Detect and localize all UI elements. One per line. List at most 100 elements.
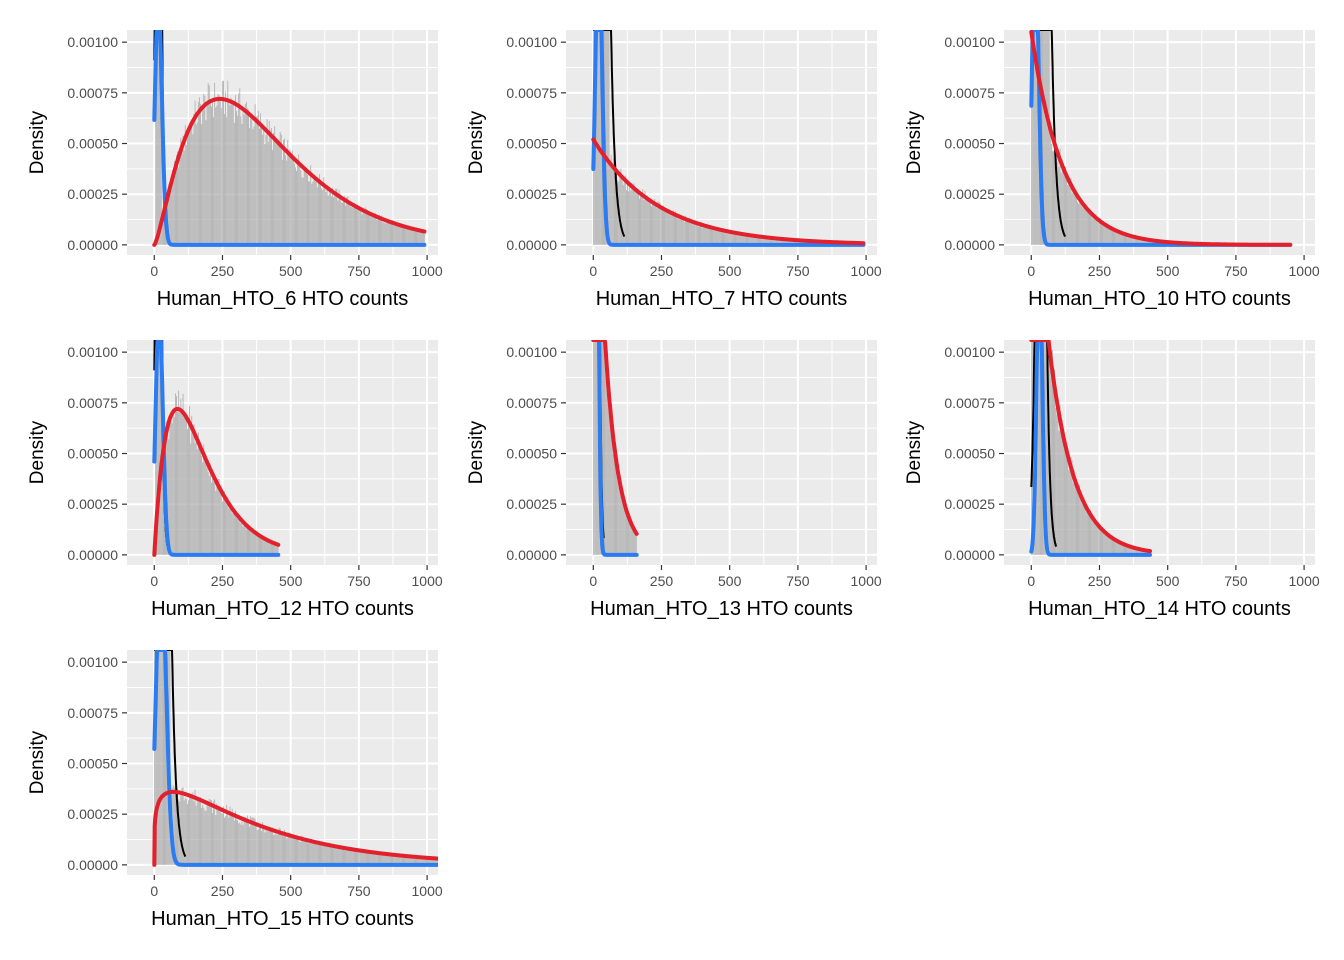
histogram-bar [336,845,338,865]
histogram-bar [171,180,173,245]
histogram-bar [353,850,355,865]
histogram-bar [283,139,284,245]
histogram-bar [279,131,281,245]
histogram-bar [325,191,327,245]
x-tick-label: 0 [150,573,158,589]
histogram-bar [295,167,296,245]
histogram-bar [317,182,319,245]
histogram-bar [415,856,416,865]
histogram-bar [220,484,222,555]
histogram-bar [173,787,175,865]
histogram-bar [290,153,292,245]
histogram-bar [240,824,242,865]
histogram-bar [388,855,390,865]
histogram-bar [194,789,196,865]
histogram-bar [204,452,206,555]
histogram-bar [650,201,651,245]
x-tick-label: 0 [1027,573,1035,589]
histogram-bar [1049,130,1051,245]
histogram-bar [1150,240,1152,245]
histogram-bar [217,805,219,865]
histogram-bar [201,124,202,245]
histogram-bar [250,117,252,245]
histogram-bar [268,120,270,245]
histogram-bar [1100,529,1101,555]
histogram-bar [617,180,619,245]
histogram-bar [247,108,248,245]
histogram-bar [175,782,176,865]
histogram-bar [397,222,399,245]
histogram-bar [718,229,720,245]
histogram-bar [620,483,622,555]
histogram-bar [1101,220,1102,245]
histogram-bar [1092,218,1094,245]
histogram-bar [1132,546,1134,555]
histogram-bar [433,857,435,865]
histogram-bar [303,167,305,245]
histogram-bar [203,93,205,245]
histogram-bar [245,820,247,865]
histogram-bar [640,193,641,245]
negative-fit-curve [591,340,639,557]
histogram-bar [240,116,242,245]
histogram-bar [605,351,607,555]
histogram-bar [197,101,199,245]
histogram-bar [315,181,317,245]
histogram-bar [1069,470,1071,555]
histogram-bar [178,167,180,245]
histogram-bar [376,852,378,865]
histogram-bar [254,818,256,865]
histogram-bar [274,834,276,865]
histogram-bar [404,225,405,245]
histogram-bar [1050,354,1052,555]
histogram-bar [597,340,599,555]
histogram-bar [241,818,243,865]
histogram-bar [1050,143,1052,245]
histogram-bar [1141,238,1143,245]
histogram-bar [187,429,188,555]
histogram-bar [1134,548,1136,555]
histogram-bar [291,150,293,245]
histogram-bar [312,843,314,865]
histogram-bar [633,527,635,555]
histogram-bar [798,240,800,245]
histogram-bar [1112,227,1113,245]
histogram-bar [1116,540,1118,555]
histogram-bar [651,206,652,245]
histogram-bar [610,417,612,555]
x-tick-label: 1000 [851,573,882,589]
histogram-bar [235,811,236,865]
histogram-bar [392,854,393,865]
histogram-bar [269,543,271,555]
histogram-bar [1115,538,1117,555]
x-tick-label: 750 [347,573,371,589]
histogram-bar [717,230,719,245]
histogram-bar [261,127,263,245]
y-tick-label: 0.00000 [67,547,118,563]
histogram-bar [392,220,393,245]
histogram-bar [1102,527,1104,555]
histogram-bar [417,856,419,865]
y-tick-label: 0.00075 [67,395,118,411]
histogram-bar [228,99,230,245]
histogram-bar [241,517,243,555]
histogram-bar [740,234,742,245]
histogram-bar [1124,233,1125,245]
histogram-bar [365,852,367,865]
histogram-bar [1129,547,1131,555]
histogram-bar [760,237,762,245]
histogram-bar [405,228,407,245]
histogram-bar [1064,446,1065,555]
histogram-bar [1045,30,1047,245]
histogram-bar [692,220,694,245]
histogram-bar [425,858,427,865]
y-tick-label: 0.00100 [67,654,118,670]
histogram-bar [275,138,277,245]
histogram-bar [1066,448,1067,555]
y-tick-label: 0.00050 [67,756,118,772]
y-tick-label: 0.00025 [67,186,118,202]
histogram-bar [612,158,614,245]
histogram-bar [274,542,276,555]
y-tick-label: 0.00100 [506,34,557,50]
histogram-bar [1146,239,1148,245]
